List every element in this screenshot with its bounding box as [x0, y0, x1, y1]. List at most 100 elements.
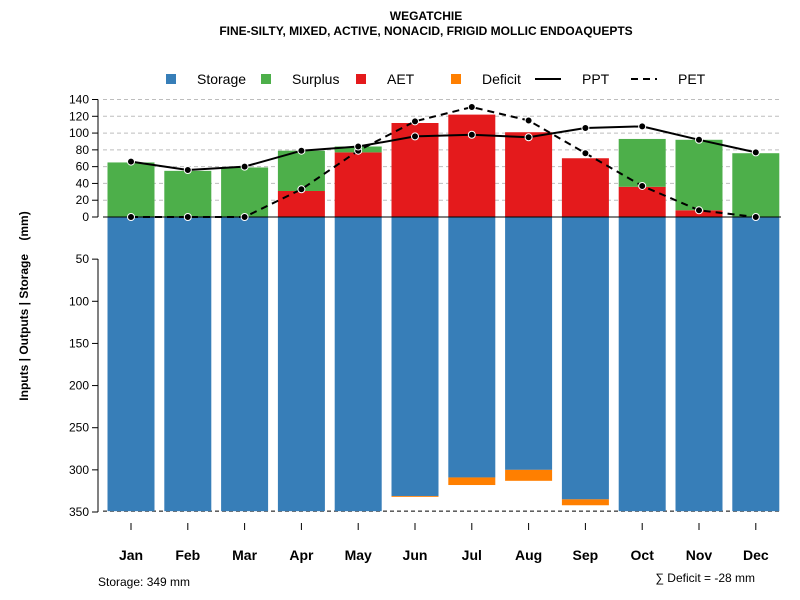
legend-label-surplus: Surplus — [292, 71, 339, 87]
legend-label-ppt: PPT — [582, 71, 610, 87]
surplus-bar — [675, 139, 723, 211]
pet-point — [695, 206, 703, 215]
pet-point — [581, 149, 590, 158]
deficit-bar — [505, 469, 553, 481]
x-tick-label-sep: Sep — [573, 547, 599, 563]
storage-bar — [334, 217, 382, 512]
storage-bar — [561, 217, 609, 500]
storage-bar — [107, 217, 155, 512]
ppt-point — [638, 122, 647, 131]
chart-subtitle: FINE-SILTY, MIXED, ACTIVE, NONACID, FRIG… — [219, 24, 632, 38]
y-tick-label: 60 — [76, 160, 90, 174]
storage-bar — [277, 217, 325, 512]
chart-title: WEGATCHIE — [390, 9, 462, 23]
storage-bar — [221, 217, 269, 512]
ppt-point — [354, 142, 363, 151]
x-axis: Jan Feb Mar Apr May Jun Jul Aug Sep Oct Nov Dec — [119, 523, 769, 563]
y-tick-label: 80 — [76, 143, 90, 157]
storage-bar — [732, 217, 780, 512]
y-axis-label: Inputs | Outputs | Storage (mm) — [17, 211, 31, 400]
aet-bar — [334, 152, 382, 217]
y-tick-label: 140 — [69, 93, 89, 107]
storage-bar — [391, 217, 439, 496]
ppt-point — [127, 157, 135, 166]
legend-swatch-deficit — [451, 74, 461, 84]
x-tick-label-oct: Oct — [631, 547, 655, 563]
ppt-point — [751, 148, 760, 157]
surplus-bar — [164, 170, 212, 217]
ppt-point — [467, 130, 476, 139]
x-tick-label-jan: Jan — [119, 547, 143, 563]
x-tick-label-jul: Jul — [462, 547, 482, 563]
ppt-point — [581, 124, 590, 133]
storage-bar — [675, 217, 723, 512]
pet-point — [524, 116, 533, 125]
x-tick-label-apr: Apr — [289, 547, 314, 563]
surplus-bar — [107, 162, 155, 217]
y-tick-label: 120 — [69, 109, 89, 123]
pet-point — [240, 213, 249, 221]
x-tick-label-dec: Dec — [743, 547, 769, 563]
aet-bar — [561, 158, 609, 217]
legend-label-deficit: Deficit — [482, 71, 521, 87]
x-tick-label-aug: Aug — [515, 547, 542, 563]
y-tick-label: 0 — [82, 210, 89, 224]
pet-point — [297, 185, 306, 194]
ppt-point — [183, 166, 192, 174]
legend-swatch-surplus — [261, 74, 271, 84]
aet-bar — [448, 114, 496, 217]
storage-bar — [505, 217, 553, 470]
pet-point — [183, 213, 192, 221]
series-lines — [127, 103, 760, 221]
deficit-bar — [561, 499, 609, 506]
y-tick-label: 40 — [76, 176, 90, 190]
aet-bar — [505, 132, 553, 217]
ppt-point — [411, 132, 419, 141]
surplus-bar — [732, 153, 780, 217]
storage-note: Storage: 349 mm — [98, 575, 190, 589]
pet-point — [127, 213, 135, 221]
ppt-point — [695, 135, 703, 144]
legend-label-storage: Storage — [197, 71, 246, 87]
surplus-bar — [618, 138, 666, 187]
y-tick-label: 50 — [76, 252, 90, 266]
x-tick-label-nov: Nov — [686, 547, 713, 563]
y-tick-label: 350 — [69, 505, 89, 519]
aet-bar — [277, 190, 325, 217]
y-tick-label: 150 — [69, 336, 89, 350]
pet-point — [638, 181, 647, 190]
legend: Storage Surplus AET Deficit PPT PET — [166, 71, 706, 87]
x-tick-label-mar: Mar — [232, 547, 257, 563]
ppt-line — [130, 125, 757, 172]
legend-swatch-storage — [166, 74, 176, 84]
y-tick-label: 20 — [76, 193, 90, 207]
storage-bar — [164, 217, 212, 512]
legend-label-aet: AET — [387, 71, 415, 87]
ppt-point — [240, 162, 249, 171]
aet-bar — [618, 186, 666, 217]
legend-swatch-aet — [356, 74, 366, 84]
gridlines — [103, 99, 781, 512]
legend-label-pet: PET — [678, 71, 706, 87]
x-tick-label-may: May — [345, 547, 372, 563]
bars — [103, 114, 781, 512]
y-tick-label: 100 — [69, 294, 89, 308]
x-tick-label-feb: Feb — [175, 547, 200, 563]
y-tick-label: 200 — [69, 379, 89, 393]
pet-point — [411, 117, 419, 126]
surplus-bar — [221, 167, 269, 217]
pet-point — [751, 213, 760, 221]
deficit-sum: ∑ Deficit = -28 mm — [655, 571, 755, 585]
y-tick-label: 250 — [69, 421, 89, 435]
y-tick-label: 300 — [69, 463, 89, 477]
storage-bar — [618, 217, 666, 512]
ppt-point — [524, 133, 533, 142]
pet-point — [467, 103, 476, 112]
ppt-point — [297, 146, 306, 155]
y-tick-label: 100 — [69, 126, 89, 140]
pet-line — [131, 106, 756, 218]
deficit-bar — [448, 477, 496, 486]
surplus-bar — [277, 150, 325, 191]
